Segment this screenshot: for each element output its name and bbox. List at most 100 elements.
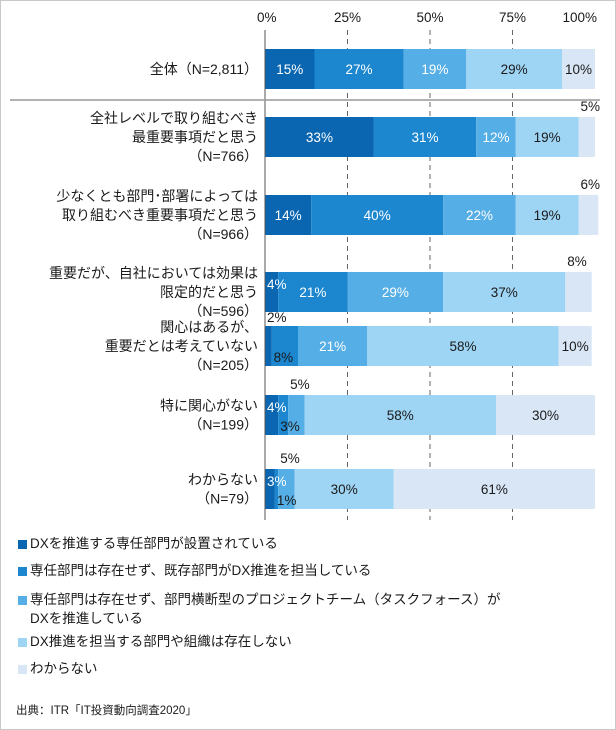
data-label: 10% (562, 339, 589, 354)
bar-segment (578, 195, 599, 235)
data-label: 37% (491, 285, 518, 300)
category-label: 全社レベルで取り組むべき最重要事項だと思う（N=766） (90, 110, 258, 164)
bar-segment (265, 395, 279, 435)
source-note: 出典：ITR「IT投資動向調査2020」 (16, 705, 197, 717)
legend-swatch (18, 665, 27, 674)
data-label: 14% (275, 208, 302, 223)
bar-segment (298, 326, 368, 366)
bar-segment (265, 326, 272, 366)
data-label: 29% (382, 285, 409, 300)
data-label: 21% (319, 339, 346, 354)
data-label: 5% (290, 377, 310, 392)
bar-segment (265, 272, 279, 312)
data-label: 40% (364, 208, 391, 223)
data-label: 29% (501, 62, 528, 77)
bar-segment (265, 469, 275, 509)
bar-segment (304, 395, 496, 435)
data-label: 15% (276, 62, 303, 77)
bar-segment (403, 49, 467, 89)
legend-item: 専任部門は存在せず、部門横断型のプロジェクトチーム（タスクフォース）が DXを推… (18, 590, 500, 634)
bar-segment (278, 469, 295, 509)
data-label: 19% (534, 130, 561, 145)
bar-segment (288, 395, 305, 435)
bar-segment (367, 326, 559, 366)
data-label: 8% (274, 350, 294, 365)
legend-swatch (18, 540, 27, 549)
data-label: 61% (481, 482, 508, 497)
category-label: 全体（N=2,811） (150, 61, 258, 77)
data-label: 5% (280, 451, 300, 466)
category-label: 少なくとも部門･部署によっては取り組むべき重要事項だと思う（N=966） (56, 188, 258, 242)
data-label: 3% (280, 419, 300, 434)
bar-segment (278, 272, 348, 312)
bar-segment (496, 395, 595, 435)
bar-segment (466, 49, 562, 89)
bar-segment (271, 326, 298, 366)
bar-segment (347, 272, 444, 312)
bar-segment (373, 117, 477, 157)
bar-segment (265, 49, 315, 89)
bar-segment (278, 395, 289, 435)
data-label: 2% (267, 310, 287, 325)
data-label: 22% (466, 208, 493, 223)
legend-item: 専任部門は存在せず、既存部門がDX推進を担当している (18, 563, 500, 590)
data-label: 4% (267, 400, 287, 415)
data-label: 3% (267, 474, 287, 489)
legend-label: DXを推進する専任部門が設置されている (30, 536, 278, 551)
x-tick-label: 100% (562, 10, 597, 25)
data-label: 6% (581, 177, 601, 192)
legend-item: DX推進を担当する部門や組織は存在しない (18, 634, 500, 661)
x-tick-label: 50% (416, 10, 443, 25)
bar-segment (515, 195, 579, 235)
legend-label: わからない (30, 661, 98, 676)
bar-segment (565, 272, 592, 312)
legend-label: 専任部門は存在せず、部門横断型のプロジェクトチーム（タスクフォース）が DXを推… (30, 592, 501, 626)
bar-segment (311, 195, 444, 235)
legend-label: DX推進を担当する部門や組織は存在しない (30, 634, 292, 649)
data-label: 19% (534, 208, 561, 223)
data-label: 1% (277, 493, 297, 508)
data-label: 30% (331, 482, 358, 497)
legend-item: DXを推進する専任部門が設置されている (18, 536, 500, 563)
bar-segment (265, 117, 374, 157)
x-tick-label: 75% (499, 10, 526, 25)
bar-segment (562, 49, 595, 89)
bar-segment (314, 49, 404, 89)
data-label: 8% (567, 254, 587, 269)
bar-segment (558, 326, 592, 366)
data-label: 58% (387, 408, 414, 423)
legend-item: わからない (18, 661, 500, 688)
data-label: 4% (267, 277, 287, 292)
data-label: 10% (565, 62, 592, 77)
data-label: 31% (412, 130, 439, 145)
bar-segment (578, 117, 595, 157)
legend-swatch (18, 638, 27, 647)
bar-segment (476, 117, 516, 157)
data-label: 12% (482, 130, 509, 145)
legend: DXを推進する専任部門が設置されている 専任部門は存在せず、既存部門がDX推進を… (18, 536, 500, 688)
x-tick-label: 25% (334, 10, 361, 25)
x-tick-label: 0% (257, 10, 277, 25)
legend-label: 専任部門は存在せず、既存部門がDX推進を担当している (30, 563, 372, 578)
legend-swatch (18, 596, 27, 605)
bar-segment (294, 469, 394, 509)
bar-segment (443, 195, 516, 235)
bar-segment (515, 117, 579, 157)
data-label: 21% (299, 285, 326, 300)
category-label: 関心はあるが、重要だとは考えていない（N=205） (105, 319, 258, 373)
bar-segment (265, 195, 312, 235)
data-label: 58% (449, 339, 476, 354)
data-label: 5% (581, 99, 601, 114)
category-label: 特に関心がない（N=199） (160, 398, 258, 433)
stacked-bar-chart: 0% 25% 50% 75% 100% 全体（N=2,811） 15% 27% 19% 29% 10… (10, 10, 601, 520)
category-label: 重要だが、自社においては効果は限定的だと思う（N=596） (49, 265, 258, 319)
category-label: わからない（N=79） (188, 472, 258, 507)
legend-swatch (18, 567, 27, 576)
bar-segment (274, 469, 279, 509)
bar-segment (393, 469, 595, 509)
data-label: 27% (346, 62, 373, 77)
data-label: 30% (532, 408, 559, 423)
data-label: 33% (306, 130, 333, 145)
bar-segment (443, 272, 566, 312)
data-label: 19% (421, 62, 448, 77)
